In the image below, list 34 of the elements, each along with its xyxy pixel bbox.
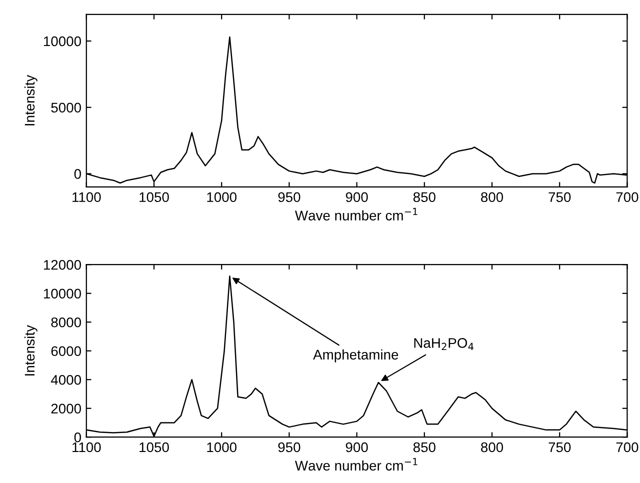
x-tick-label: 1050 bbox=[140, 192, 169, 202]
x-tick-label: 700 bbox=[616, 192, 638, 202]
x-tick-label: 800 bbox=[481, 192, 504, 202]
y-tick-label: 10000 bbox=[44, 288, 81, 299]
y-tick-label: 5000 bbox=[51, 102, 81, 113]
y-tick-label: 12000 bbox=[44, 260, 81, 270]
x-tick-label: 750 bbox=[548, 442, 571, 452]
x-tick-label: 1050 bbox=[140, 442, 169, 452]
y-axis-title: Intensity bbox=[24, 325, 38, 376]
x-tick-label: 850 bbox=[413, 442, 436, 452]
y-tick-label: 10000 bbox=[44, 36, 81, 46]
annotation: Amphetamine bbox=[313, 349, 398, 362]
y-tick-label: 2000 bbox=[51, 404, 81, 414]
x-axis-title: Wave number cm$^{−1}$ bbox=[294, 458, 418, 471]
x-tick-label: 900 bbox=[346, 192, 368, 202]
x-axis-title: Wave number cm$^{−1}$ bbox=[294, 208, 418, 220]
x-tick-label: 950 bbox=[278, 192, 300, 202]
x-tick-label: 1000 bbox=[207, 192, 237, 202]
x-tick-label: 1100 bbox=[72, 442, 101, 452]
x-tick-label: 850 bbox=[413, 192, 436, 202]
x-tick-label: 800 bbox=[481, 442, 504, 452]
x-tick-label: 950 bbox=[278, 442, 300, 452]
x-tick-label: 750 bbox=[548, 192, 571, 202]
y-tick-label: 4000 bbox=[50, 374, 81, 385]
y-tick-label: 8000 bbox=[51, 317, 81, 328]
x-tick-label: 1100 bbox=[72, 192, 101, 202]
y-tick-label: 0 bbox=[74, 432, 81, 442]
annotation: NaH$_{2}$PO$_{4}$ bbox=[414, 338, 474, 350]
x-tick-label: 1000 bbox=[207, 442, 237, 452]
y-tick-label: 0 bbox=[74, 169, 81, 179]
y-tick-label: 6000 bbox=[51, 346, 81, 356]
x-tick-label: 700 bbox=[616, 442, 638, 452]
x-tick-label: 900 bbox=[346, 442, 368, 452]
y-axis-title: Intensity bbox=[24, 74, 38, 126]
